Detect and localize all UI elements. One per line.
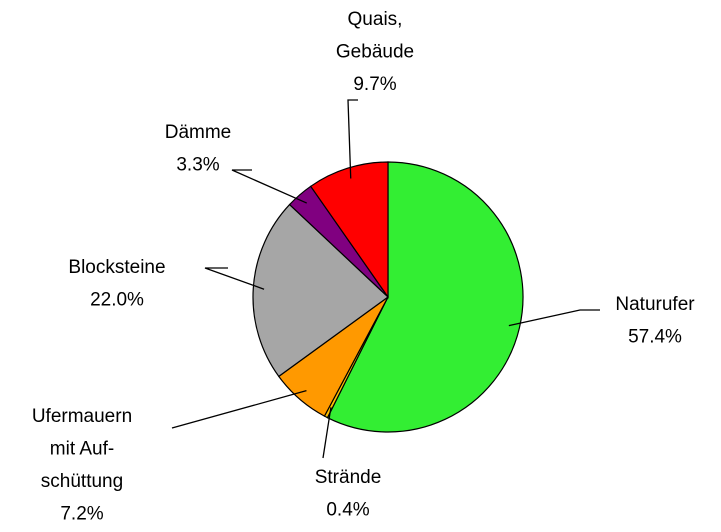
value-label: 9.7% xyxy=(353,74,396,95)
leader-line xyxy=(322,407,332,459)
value-label: 3.3% xyxy=(176,155,219,176)
slice-label: Dämme 3.3% xyxy=(165,122,232,176)
slice-label: Ufermauern mit Auf-schüttung 7.2% xyxy=(32,406,132,525)
category-label: Naturufer xyxy=(615,294,695,315)
slice-label: Strände 0.4% xyxy=(315,467,382,521)
category-label: Dämme xyxy=(165,122,232,143)
leader-line xyxy=(171,390,307,429)
category-label: schüttung xyxy=(41,471,123,492)
category-label: Quais, xyxy=(348,9,403,30)
category-label: Gebäude xyxy=(336,42,414,63)
leader-line xyxy=(204,267,265,290)
pie-slice xyxy=(309,161,389,299)
pie-slice xyxy=(326,161,524,433)
leader-line xyxy=(347,99,358,179)
leader-line xyxy=(508,309,600,327)
slice-label: Blocksteine 22.0% xyxy=(68,257,165,311)
value-label: 7.2% xyxy=(60,504,103,525)
value-label: 22.0% xyxy=(90,290,144,311)
category-label: Strände xyxy=(315,467,382,488)
slice-label: Quais, Gebäude 9.7% xyxy=(336,9,414,95)
value-label: 57.4% xyxy=(628,327,682,348)
pie-slice xyxy=(252,203,389,378)
category-label: Ufermauern xyxy=(32,406,132,427)
slice-label: Naturufer 57.4% xyxy=(615,294,695,348)
category-label: mit Auf- xyxy=(50,439,114,460)
value-label: 0.4% xyxy=(326,500,369,521)
leader-line xyxy=(231,169,308,204)
category-label: Blocksteine xyxy=(68,257,165,278)
